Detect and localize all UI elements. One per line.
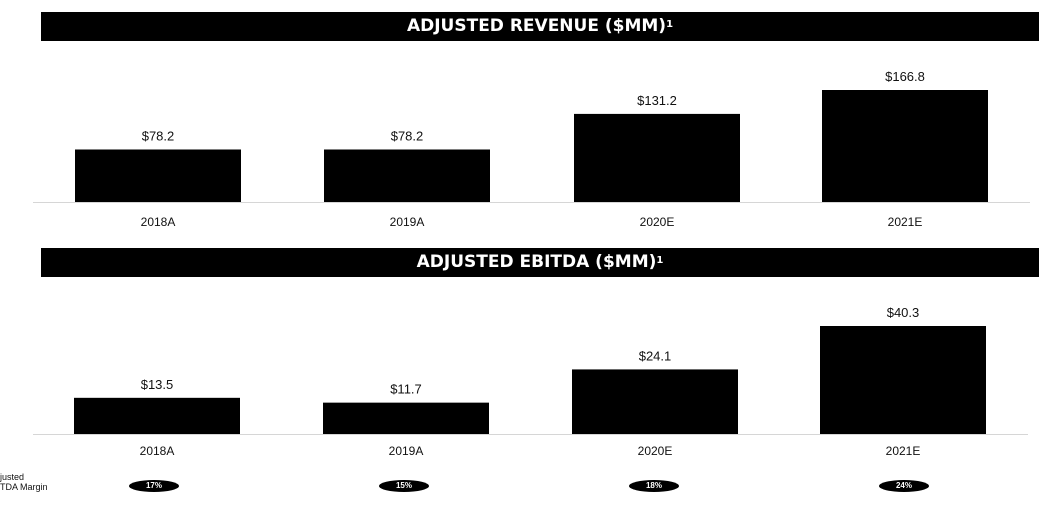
- ebitda-bar: [820, 326, 986, 434]
- ebitda-bar: [572, 369, 738, 434]
- ebitda-title-footnote-mark: 1: [656, 255, 664, 266]
- revenue-bar: [574, 113, 740, 202]
- ebitda-margin-pill: 18%: [629, 480, 679, 492]
- ebitda-bar: [74, 397, 240, 434]
- revenue-bar: [75, 149, 241, 202]
- ebitda-chart-title: ADJUSTED EBITDA ($MM)1: [41, 248, 1039, 277]
- ebitda-margin-pill: 17%: [129, 480, 179, 492]
- ebitda-value-label: $11.7: [390, 382, 422, 397]
- ebitda-title-text: ADJUSTED EBITDA ($MM): [416, 252, 657, 272]
- ebitda-value-label: $24.1: [639, 348, 672, 363]
- revenue-title-text: ADJUSTED REVENUE ($MM): [406, 16, 667, 36]
- revenue-bar-chart: $78.2 2018A $78.2 2019A $131.2 2020E $166.8 202…: [33, 69, 1030, 229]
- revenue-title-footnote-mark: 1: [666, 19, 674, 30]
- revenue-category-label: 2021E: [888, 215, 923, 229]
- revenue-category-label: 2020E: [640, 215, 675, 229]
- ebitda-value-label: $13.5: [141, 377, 174, 392]
- revenue-category-label: 2018A: [141, 215, 176, 229]
- ebitda-category-label: 2018A: [140, 444, 175, 458]
- revenue-value-label: $78.2: [391, 128, 424, 143]
- ebitda-category-label: 2021E: [886, 444, 921, 458]
- revenue-bar: [822, 90, 988, 202]
- revenue-bar: [324, 149, 490, 202]
- ebitda-margin-label: justed TDA Margin: [0, 472, 48, 492]
- ebitda-margin-pill: 15%: [379, 480, 429, 492]
- revenue-category-label: 2019A: [390, 215, 425, 229]
- revenue-value-label: $78.2: [142, 128, 175, 143]
- revenue-value-label: $166.8: [885, 69, 925, 84]
- ebitda-margin-pill: 24%: [879, 480, 929, 492]
- revenue-chart-title: ADJUSTED REVENUE ($MM)1: [41, 12, 1039, 41]
- ebitda-value-label: $40.3: [887, 305, 920, 320]
- revenue-value-label: $131.2: [637, 93, 677, 108]
- ebitda-category-label: 2019A: [389, 444, 424, 458]
- ebitda-bar-chart: $13.5 2018A $11.7 2019A $24.1 2020E $40.3 2021E: [33, 305, 1028, 458]
- ebitda-bar: [323, 402, 489, 434]
- ebitda-category-label: 2020E: [638, 444, 673, 458]
